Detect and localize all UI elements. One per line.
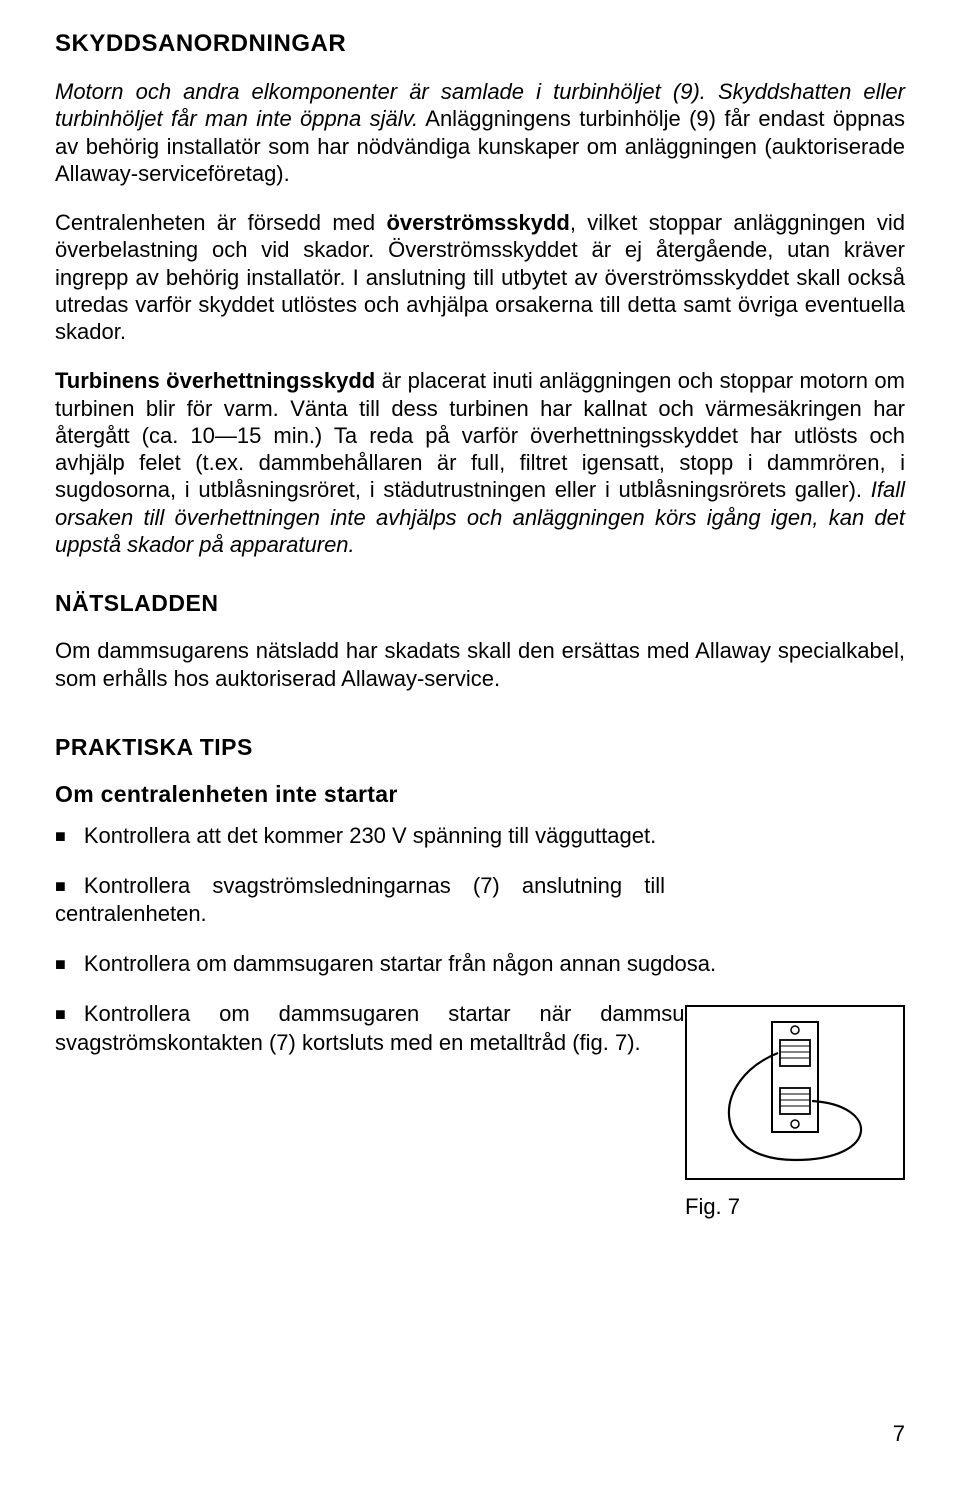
bullet-icon: ■ — [55, 1003, 66, 1026]
figure-7-box — [685, 1005, 905, 1180]
para-2-pre: Centralenheten är försedd med — [55, 210, 386, 235]
para-2-bold: överströmsskydd — [386, 210, 569, 235]
figure-7: Fig. 7 — [685, 1005, 905, 1220]
tip-1-text: Kontrollera att det kommer 230 V spännin… — [84, 823, 656, 848]
bullet-icon: ■ — [55, 953, 66, 976]
figure-7-caption: Fig. 7 — [685, 1194, 905, 1220]
para-3-bold: Turbinens överhettningsskydd — [55, 368, 375, 393]
tip-3: ■ Kontrollera om dammsugaren startar från… — [55, 950, 905, 978]
heading-nat: NÄTSLADDEN — [55, 590, 905, 617]
bullet-icon: ■ — [55, 825, 66, 848]
tip-1: ■ Kontrollera att det kommer 230 V spänni… — [55, 822, 665, 850]
para-2: Centralenheten är försedd med överströms… — [55, 209, 905, 345]
para-4: Om dammsugarens nätsladd har skadats ska… — [55, 637, 905, 692]
para-1: Motorn och andra elkomponenter är samlad… — [55, 78, 905, 187]
heading-tips: PRAKTISKA TIPS — [55, 734, 905, 761]
subheading-startar: Om centralenheten inte startar — [55, 781, 905, 808]
heading-skydd: SKYDDSANORDNINGAR — [55, 30, 905, 58]
tip-2: ■Kontrollera svagströmsledningarnas (7) … — [55, 872, 665, 928]
tip-3-text: Kontrollera om dammsugaren startar från … — [84, 951, 716, 976]
para-3: Turbinens överhettningsskydd är placerat… — [55, 367, 905, 558]
document-page: SKYDDSANORDNINGAR Motorn och andra elkom… — [0, 0, 960, 1487]
bullet-icon: ■ — [55, 875, 66, 898]
figure-7-svg — [690, 1010, 900, 1175]
page-number: 7 — [893, 1421, 905, 1447]
tips-column: ■ Kontrollera att det kommer 230 V spänni… — [55, 822, 665, 928]
tip-2-text: Kontrollera svagströmsledningarnas (7) a… — [55, 873, 665, 926]
